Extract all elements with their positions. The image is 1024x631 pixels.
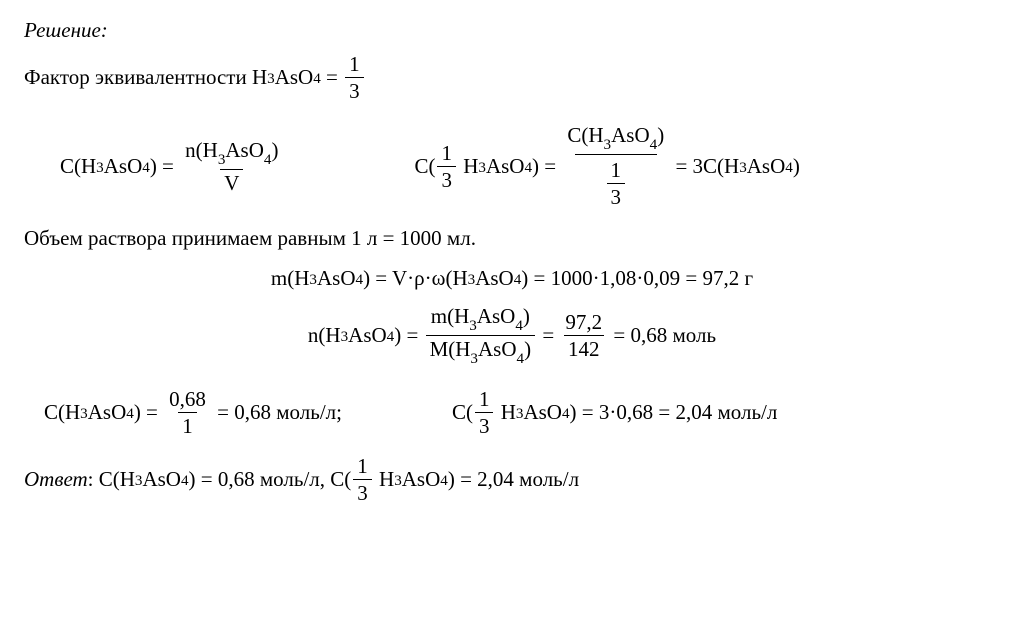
volume-assumption: Объем раствора принимаем равным 1 л = 10…: [24, 226, 1000, 251]
volume-text: Объем раствора принимаем равным 1 л = 10…: [24, 226, 476, 251]
ef-sub2: 4: [313, 70, 321, 88]
mf-mid: AsO: [104, 154, 143, 179]
ef-mid: AsO: [275, 65, 314, 90]
moles-equation: n(H 3 AsO 4 ) = m(H3AsO4) M(H3AsO4) = 97…: [24, 305, 1000, 366]
mf-num: n(H3AsO4): [181, 139, 282, 169]
c-equiv: C( 1 3 H 3 AsO 4 ) = 3·0,68 = 2,04 моль/…: [452, 388, 777, 437]
c-molar: C(H 3 AsO 4 ) = 0,68 1 = 0,68 моль/л;: [44, 388, 342, 437]
concentration-row: C(H 3 AsO 4 ) = 0,68 1 = 0,68 моль/л; C(…: [24, 388, 1000, 437]
ef-sub1: 3: [267, 70, 275, 88]
mf-post: ) =: [150, 154, 179, 179]
equivalence-factor-line: Фактор эквивалентности H 3 AsO 4 = 1 3: [24, 53, 1000, 102]
ef-frac-num: 1: [345, 53, 364, 77]
equiv-formula: C( 1 3 H 3 AsO 4 ) = C(H3AsO4) 1 3 = 3C(…: [414, 124, 799, 208]
ev-rhs-den: 1 3: [575, 154, 658, 208]
moles-frac1: m(H3AsO4) M(H3AsO4): [426, 305, 535, 366]
formula-row-1: C(H 3 AsO 4 ) = n(H3AsO4) V C( 1 3 H 3 A…: [24, 124, 1000, 208]
ef-pre: Фактор эквивалентности H: [24, 65, 267, 90]
ef-eq: =: [321, 65, 343, 90]
answer-line: Ответ : C(H 3 AsO 4 ) = 0,68 моль/л, C( …: [24, 455, 1000, 504]
mf-s2: 4: [142, 159, 150, 177]
mf-den: V: [220, 169, 243, 194]
molar-formula: C(H 3 AsO 4 ) = n(H3AsO4) V: [60, 139, 284, 194]
ev-rhs-frac: C(H3AsO4) 1 3: [563, 124, 668, 208]
mass-equation: m(H 3 AsO 4 ) = V·ρ·ω(H 3 AsO 4 ) = 1000…: [24, 266, 1000, 291]
solution-heading: Решение:: [24, 18, 1000, 43]
ef-frac-den: 3: [345, 77, 364, 102]
heading-text: Решение:: [24, 18, 108, 43]
moles-frac2: 97,2 142: [561, 311, 606, 360]
answer-label: Ответ: [24, 467, 88, 492]
mf-pre: C(H: [60, 154, 96, 179]
ev-rhs-num: C(H3AsO4): [563, 124, 668, 154]
mf-frac: n(H3AsO4) V: [181, 139, 282, 194]
mf-s1: 3: [96, 159, 104, 177]
ef-fraction: 1 3: [345, 53, 364, 102]
ev-lhs-frac: 1 3: [437, 142, 456, 191]
